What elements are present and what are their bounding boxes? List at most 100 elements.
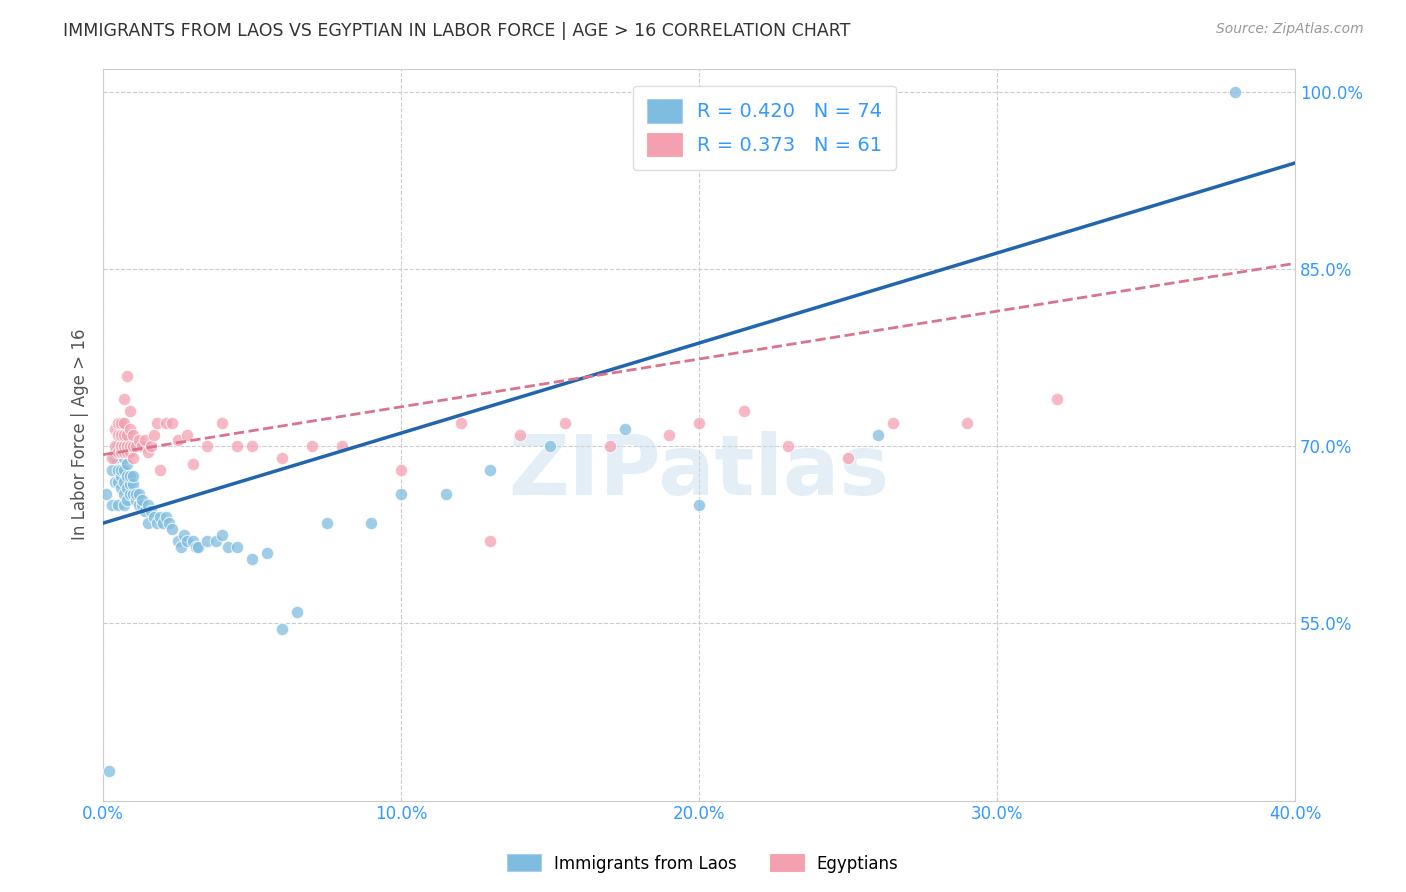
- Legend: Immigrants from Laos, Egyptians: Immigrants from Laos, Egyptians: [501, 847, 905, 880]
- Point: [211, 528, 233, 542]
- Point: [112, 451, 135, 466]
- Point: [226, 439, 249, 453]
- Point: [122, 477, 145, 491]
- Point: [136, 445, 159, 459]
- Point: [301, 439, 323, 453]
- Point: [330, 439, 353, 453]
- Point: [169, 540, 191, 554]
- Y-axis label: In Labor Force | Age > 16: In Labor Force | Age > 16: [72, 329, 89, 541]
- Point: [136, 516, 159, 530]
- Point: [118, 439, 141, 453]
- Point: [115, 439, 138, 453]
- Point: [122, 451, 145, 466]
- Point: [112, 445, 135, 459]
- Point: [688, 499, 710, 513]
- Point: [118, 486, 141, 500]
- Point: [131, 439, 153, 453]
- Point: [240, 551, 263, 566]
- Point: [112, 439, 135, 453]
- Point: [104, 475, 127, 489]
- Point: [197, 533, 219, 548]
- Point: [538, 439, 561, 453]
- Point: [107, 475, 129, 489]
- Point: [315, 516, 337, 530]
- Point: [136, 499, 159, 513]
- Point: [110, 427, 132, 442]
- Point: [479, 533, 502, 548]
- Point: [122, 486, 145, 500]
- Point: [101, 463, 124, 477]
- Point: [107, 416, 129, 430]
- Point: [118, 422, 141, 436]
- Point: [115, 457, 138, 471]
- Point: [658, 427, 681, 442]
- Point: [360, 516, 382, 530]
- Point: [176, 427, 198, 442]
- Point: [1046, 392, 1069, 406]
- Point: [104, 451, 127, 466]
- Point: [155, 416, 177, 430]
- Point: [149, 510, 172, 524]
- Point: [125, 486, 148, 500]
- Point: [450, 416, 472, 430]
- Point: [181, 533, 204, 548]
- Point: [104, 439, 127, 453]
- Point: [115, 368, 138, 383]
- Text: IMMIGRANTS FROM LAOS VS EGYPTIAN IN LABOR FORCE | AGE > 16 CORRELATION CHART: IMMIGRANTS FROM LAOS VS EGYPTIAN IN LABO…: [63, 22, 851, 40]
- Point: [110, 445, 132, 459]
- Point: [145, 516, 167, 530]
- Point: [1225, 85, 1247, 99]
- Point: [160, 522, 183, 536]
- Point: [160, 416, 183, 430]
- Point: [173, 528, 195, 542]
- Point: [115, 469, 138, 483]
- Point: [101, 451, 124, 466]
- Point: [155, 510, 177, 524]
- Point: [205, 533, 228, 548]
- Point: [115, 492, 138, 507]
- Point: [128, 499, 150, 513]
- Point: [389, 486, 412, 500]
- Point: [271, 451, 294, 466]
- Point: [107, 445, 129, 459]
- Point: [115, 445, 138, 459]
- Point: [837, 451, 859, 466]
- Point: [110, 439, 132, 453]
- Point: [197, 439, 219, 453]
- Point: [184, 540, 207, 554]
- Point: [101, 499, 124, 513]
- Point: [134, 434, 156, 448]
- Point: [122, 469, 145, 483]
- Point: [115, 427, 138, 442]
- Point: [139, 439, 162, 453]
- Point: [149, 463, 172, 477]
- Point: [217, 540, 239, 554]
- Point: [142, 427, 165, 442]
- Point: [104, 445, 127, 459]
- Point: [118, 469, 141, 483]
- Point: [211, 416, 233, 430]
- Point: [131, 499, 153, 513]
- Point: [389, 463, 412, 477]
- Point: [128, 486, 150, 500]
- Point: [256, 546, 278, 560]
- Point: [733, 404, 755, 418]
- Point: [187, 540, 209, 554]
- Point: [112, 475, 135, 489]
- Point: [285, 605, 308, 619]
- Point: [554, 416, 576, 430]
- Point: [142, 510, 165, 524]
- Point: [778, 439, 800, 453]
- Point: [107, 499, 129, 513]
- Point: [110, 469, 132, 483]
- Point: [479, 463, 502, 477]
- Point: [122, 427, 145, 442]
- Point: [166, 533, 188, 548]
- Point: [157, 516, 180, 530]
- Point: [110, 416, 132, 430]
- Point: [152, 516, 174, 530]
- Text: ZIPatlas: ZIPatlas: [509, 431, 890, 512]
- Point: [94, 486, 117, 500]
- Point: [271, 623, 294, 637]
- Point: [107, 439, 129, 453]
